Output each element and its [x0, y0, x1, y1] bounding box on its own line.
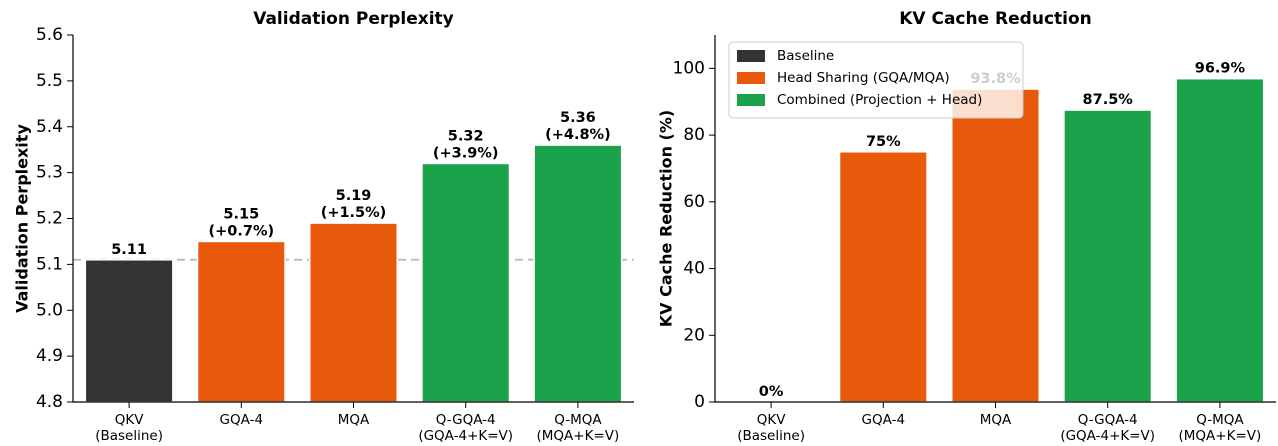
y-tick-label: 4.8	[36, 392, 63, 412]
y-tick-label: 5.2	[36, 209, 63, 229]
legend-swatch-2	[737, 94, 765, 106]
chart-validation-perplexity: Validation Perplexity Validation Perplexi…	[13, 9, 634, 444]
y-axis-label: KV Cache Reduction (%)	[657, 110, 676, 327]
bar-4	[1175, 77, 1265, 403]
y-tick-label: 5.5	[36, 71, 63, 91]
x-tick-label-0: QKV	[757, 412, 786, 428]
bar-2	[950, 88, 1041, 403]
y-tick-label: 60	[683, 192, 705, 212]
legend-label-0: Baseline	[777, 48, 834, 64]
y-tick-label: 80	[683, 125, 705, 145]
bar-value-label-3: 5.32	[448, 128, 484, 144]
x-tick-label-2: MQA	[338, 412, 370, 428]
bar-3	[1063, 109, 1153, 403]
x-tick-label-0: QKV	[115, 412, 144, 428]
bar-value-label-1: 75%	[866, 134, 901, 150]
x-tick-label-4: (MQA+K=V)	[1179, 428, 1262, 444]
bar-value-label-4: (+4.8%)	[545, 127, 611, 143]
bar-2	[308, 222, 399, 403]
y-tick-label: 5.4	[36, 117, 63, 137]
x-tick-label-4: (MQA+K=V)	[537, 428, 620, 444]
y-tick-label: 5.3	[36, 163, 63, 183]
bar-value-label-3: (+3.9%)	[433, 145, 499, 161]
bar-value-label-3: 87.5%	[1083, 92, 1134, 108]
legend-swatch-0	[737, 50, 765, 62]
x-tick-label-0: (Baseline)	[95, 428, 163, 444]
legend-label-2: Combined (Projection + Head)	[777, 92, 982, 108]
chart-title: KV Cache Reduction	[899, 9, 1092, 29]
y-tick-label: 5.6	[36, 25, 63, 45]
y-axis-label: Validation Perplexity	[13, 124, 32, 313]
y-tick-label: 0	[694, 392, 705, 412]
bar-0	[84, 259, 174, 403]
bar-4	[533, 144, 623, 403]
bar-1	[838, 151, 928, 403]
x-tick-label-3: (GQA-4+K=V)	[418, 428, 513, 444]
legend-swatch-1	[737, 72, 765, 84]
bar-value-label-2: 5.19	[336, 188, 372, 204]
x-tick-label-3: (GQA-4+K=V)	[1060, 428, 1155, 444]
y-tick-label: 5.1	[36, 254, 63, 274]
chart-title: Validation Perplexity	[253, 9, 454, 29]
x-tick-label-3: Q-GQA-4	[1078, 412, 1138, 428]
x-tick-label-0: (Baseline)	[737, 428, 805, 444]
bar-value-label-1: 5.15	[223, 206, 259, 222]
x-tick-label-4: Q-MQA	[554, 412, 602, 428]
y-tick-label: 5.0	[36, 300, 63, 320]
y-tick-label: 20	[683, 325, 705, 345]
bar-value-label-4: 5.36	[560, 110, 596, 126]
x-tick-label-1: GQA-4	[862, 412, 906, 428]
y-tick-label: 4.9	[36, 346, 63, 366]
legend-box	[728, 41, 1024, 119]
x-tick-label-3: Q-GQA-4	[436, 412, 496, 428]
y-tick-label: 40	[683, 259, 705, 279]
x-tick-label-2: MQA	[980, 412, 1012, 428]
bar-value-label-0: 5.11	[111, 242, 147, 258]
x-tick-label-4: Q-MQA	[1196, 412, 1244, 428]
bar-1	[196, 240, 286, 403]
bar-value-label-4: 96.9%	[1195, 61, 1246, 77]
bar-value-label-2: (+1.5%)	[321, 205, 387, 221]
bar-value-label-0: 0%	[759, 384, 784, 400]
bar-value-label-1: (+0.7%)	[208, 223, 274, 239]
legend-label-1: Head Sharing (GQA/MQA)	[777, 70, 950, 86]
x-tick-label-1: GQA-4	[220, 412, 264, 428]
y-tick-label: 100	[673, 58, 705, 78]
chart-kv-cache-reduction: KV Cache Reduction KV Cache Reduction (%)…	[657, 9, 1276, 444]
bar-3	[421, 162, 511, 403]
